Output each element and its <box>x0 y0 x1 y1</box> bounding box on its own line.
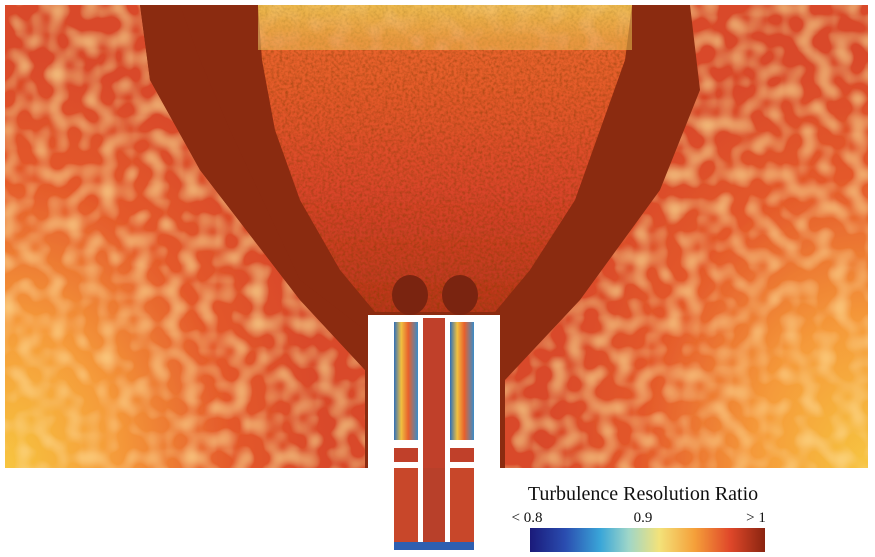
channel <box>394 322 418 440</box>
colorbar-label: 0.9 <box>634 510 653 526</box>
top-band <box>258 5 632 50</box>
center-channel <box>423 318 445 468</box>
visualization: Turbulence Resolution Ratio < 0.8 0.9 > … <box>0 0 875 557</box>
jet-core <box>392 275 428 315</box>
tube <box>394 468 418 550</box>
jet-core <box>442 275 478 315</box>
channel <box>450 448 474 462</box>
channel <box>394 448 418 462</box>
colorbar <box>530 528 765 552</box>
colorbar-label: > 1 <box>746 510 766 526</box>
colorbar-title: Turbulence Resolution Ratio <box>528 483 758 505</box>
inlet <box>394 542 474 550</box>
channel <box>450 322 474 440</box>
tube <box>450 468 474 550</box>
colorbar-label: < 0.8 <box>512 510 543 526</box>
tube <box>423 468 445 550</box>
page: Turbulence Resolution Ratio < 0.8 0.9 > … <box>0 0 875 557</box>
